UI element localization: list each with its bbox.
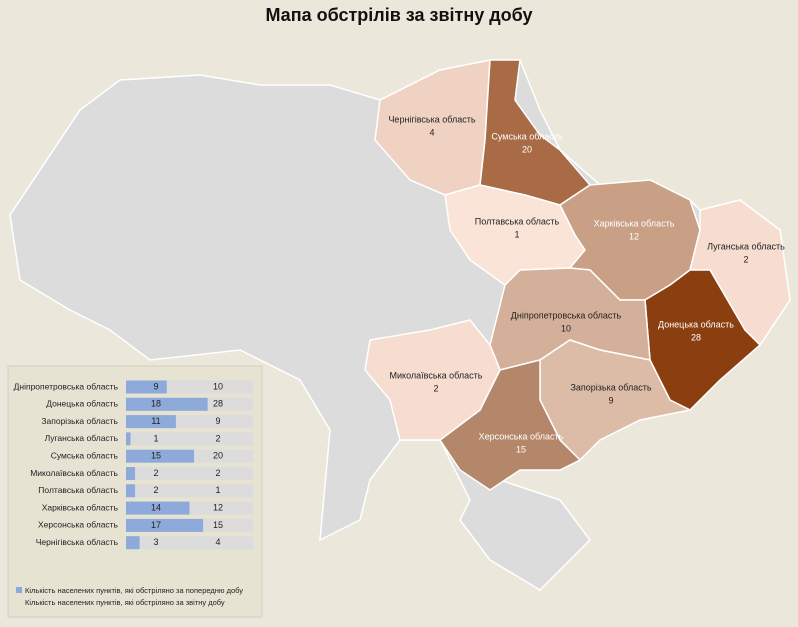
category-label: Донецька область [46, 399, 118, 409]
bar [126, 397, 208, 411]
legend-label: Кількість населених пунктів, які обстріл… [25, 598, 225, 607]
bar [126, 432, 131, 446]
bar [126, 501, 190, 515]
region-value: 4 [429, 127, 434, 137]
bar-value: 17 [151, 520, 161, 530]
bar [126, 536, 140, 550]
region-value: 10 [561, 323, 571, 333]
bar-value: 11 [151, 416, 160, 426]
region-name: Сумська область [491, 131, 563, 141]
region-name: Харківська область [594, 218, 675, 228]
bar-value: 15 [151, 451, 161, 461]
region-name: Миколаївська область [390, 370, 483, 380]
bar [126, 449, 195, 463]
region-name: Дніпропетровська область [511, 310, 622, 320]
current-value: 9 [215, 416, 220, 426]
region-value: 12 [629, 231, 639, 241]
bar [126, 380, 167, 394]
region-name: Запорізька область [570, 382, 651, 392]
region-value: 28 [691, 332, 701, 342]
region-value: 9 [608, 395, 613, 405]
category-label: Луганська область [45, 433, 119, 443]
bar [126, 484, 136, 498]
bar-value: 14 [151, 502, 161, 512]
current-value: 2 [215, 433, 220, 443]
row-background [126, 484, 253, 498]
region-name: Луганська область [707, 241, 785, 251]
bar-value: 2 [153, 468, 158, 478]
category-label: Сумська область [51, 450, 119, 460]
category-label: Харківська область [42, 502, 119, 512]
current-value: 28 [213, 399, 223, 409]
region-name: Чернігівська область [388, 114, 475, 124]
category-label: Чернігівська область [36, 537, 119, 547]
regions: Чернігівська область 4 Сумська область 20 По… [364, 59, 791, 491]
category-label: Дніпропетровська область [14, 381, 119, 391]
current-value: 2 [215, 468, 220, 478]
row-background [126, 536, 253, 550]
region-name: Донецька область [658, 319, 734, 329]
region-name: Полтавська область [475, 216, 560, 226]
current-value: 15 [213, 520, 223, 530]
legend-marker [16, 587, 22, 593]
current-value: 20 [213, 451, 223, 461]
region-value: 2 [743, 254, 748, 264]
region-value: 2 [433, 383, 438, 393]
current-value: 1 [215, 485, 220, 495]
region-value: 20 [522, 144, 532, 154]
region-value: 1 [514, 229, 519, 239]
region-name: Херсонська область [479, 431, 564, 441]
bar [126, 518, 204, 532]
row-background [126, 467, 253, 480]
category-label: Полтавська область [38, 485, 118, 495]
bar [126, 467, 136, 480]
current-value: 10 [213, 381, 223, 391]
bar-value: 1 [153, 433, 158, 443]
current-value: 4 [215, 537, 220, 547]
bar-value: 9 [153, 381, 158, 391]
title: Мапа обстрілів за звітну добу [265, 5, 532, 25]
legend-label: Кількість населених пунктів, які обстріл… [25, 586, 243, 595]
bar-value: 18 [151, 399, 161, 409]
bar [126, 415, 176, 429]
category-label: Херсонська область [38, 520, 119, 530]
bar-value: 3 [153, 537, 158, 547]
category-label: Запорізька область [41, 416, 118, 426]
current-value: 12 [213, 502, 223, 512]
category-label: Миколаївська область [30, 468, 118, 478]
region-value: 15 [516, 444, 526, 454]
bar-value: 2 [153, 485, 158, 495]
panel-content: Дніпропетровська область 9 10 Донецька обла… [14, 380, 253, 607]
region [364, 319, 501, 441]
row-background [126, 432, 253, 446]
